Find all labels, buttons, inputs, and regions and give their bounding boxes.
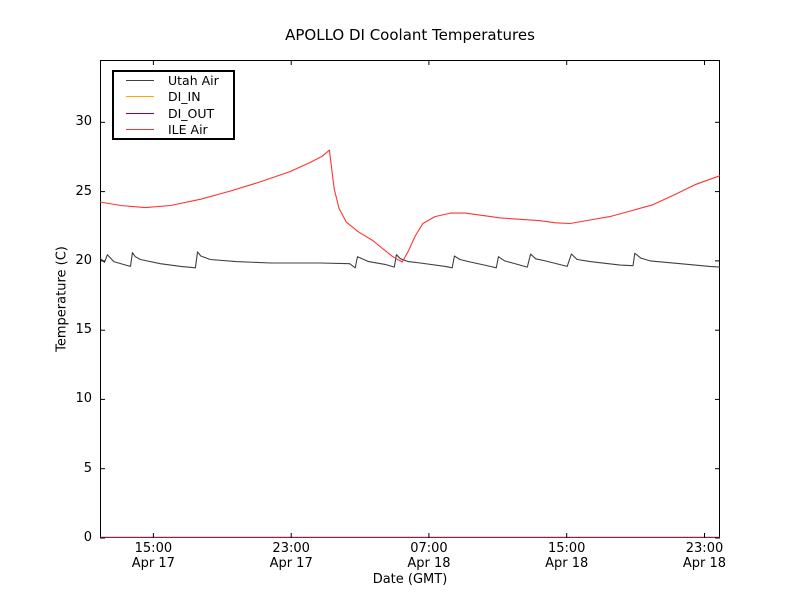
x-tick-label: 15:00 Apr 17 bbox=[108, 541, 198, 571]
legend-label: DI_OUT bbox=[168, 105, 215, 121]
x-tick-label: 23:00 Apr 18 bbox=[660, 541, 750, 571]
y-tick-label: 20 bbox=[75, 252, 92, 268]
legend-item: ILE Air bbox=[114, 122, 233, 137]
series-line-ile-air bbox=[99, 149, 721, 263]
legend-item: DI_IN bbox=[114, 89, 233, 104]
series-line-utah-air bbox=[99, 251, 721, 269]
legend-line-swatch bbox=[126, 96, 154, 98]
y-tick-label: 25 bbox=[75, 183, 92, 199]
y-tick-label: 0 bbox=[83, 530, 92, 545]
legend-label: DI_IN bbox=[168, 89, 201, 105]
x-tick-time: 15:00 bbox=[134, 541, 173, 556]
y-tick-label: 30 bbox=[75, 114, 92, 130]
x-tick-date: Apr 17 bbox=[269, 556, 313, 571]
x-tick-date: Apr 17 bbox=[131, 556, 175, 571]
x-axis-label: Date (GMT) bbox=[372, 572, 448, 587]
x-tick-time: 07:00 bbox=[410, 541, 448, 556]
y-tick-label: 10 bbox=[75, 391, 92, 407]
x-tick-time: 15:00 bbox=[547, 541, 586, 556]
x-tick-label: 15:00 Apr 18 bbox=[522, 541, 612, 571]
x-tick-date: Apr 18 bbox=[407, 556, 451, 571]
legend-line-swatch bbox=[126, 128, 154, 130]
x-tick-date: Apr 18 bbox=[545, 556, 589, 571]
x-tick-label: 07:00 Apr 18 bbox=[384, 541, 474, 571]
legend: Utah Air DI_IN DI_OUT ILE Air bbox=[112, 70, 235, 140]
x-tick-date: Apr 18 bbox=[682, 556, 727, 571]
chart-title: APOLLO DI Coolant Temperatures bbox=[285, 26, 535, 44]
legend-item: Utah Air bbox=[114, 73, 233, 88]
legend-label: ILE Air bbox=[168, 121, 208, 137]
legend-item: DI_OUT bbox=[114, 106, 233, 121]
x-tick-time: 23:00 bbox=[685, 541, 724, 556]
legend-line-swatch bbox=[126, 80, 154, 82]
x-tick-time: 23:00 bbox=[272, 541, 310, 556]
x-tick-label: 23:00 Apr 17 bbox=[246, 541, 336, 571]
y-tick-label: 15 bbox=[75, 322, 92, 338]
y-tick-label: 5 bbox=[83, 460, 92, 476]
legend-label: Utah Air bbox=[168, 73, 219, 89]
legend-line-swatch bbox=[126, 112, 154, 114]
